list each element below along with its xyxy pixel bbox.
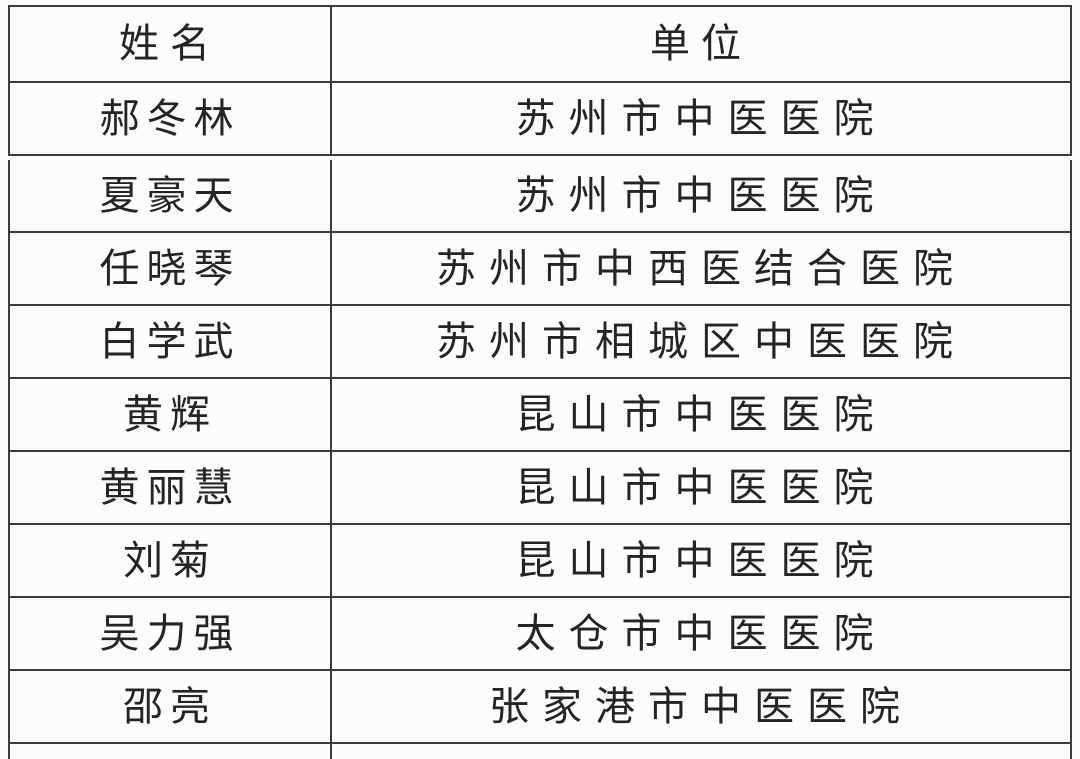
name-cell: 邵亮	[8, 671, 330, 742]
table-row: 白学武 苏州市相城区中医医院	[8, 306, 1072, 379]
table-row: 郝冬林 苏州市中医医院	[8, 83, 1072, 156]
name-cell: 黄丽慧	[8, 452, 330, 523]
cutoff-row	[8, 744, 1072, 759]
table-row: 任晓琴 苏州市中西医结合医院	[8, 233, 1072, 306]
table-header-row: 姓名 单位	[8, 5, 1072, 83]
name-cell-empty	[8, 744, 330, 759]
table-row: 黄辉 昆山市中医医院	[8, 379, 1072, 452]
name-cell: 任晓琴	[8, 233, 330, 304]
name-cell: 黄辉	[8, 379, 330, 450]
unit-cell: 昆山市中医医院	[330, 452, 1072, 523]
name-cell: 夏豪天	[8, 160, 330, 231]
table-row: 吴力强 太仓市中医医院	[8, 598, 1072, 671]
unit-cell: 昆山市中医医院	[330, 379, 1072, 450]
name-cell: 郝冬林	[8, 83, 330, 154]
table-row: 邵亮 张家港市中医医院	[8, 671, 1072, 744]
table-row: 刘菊 昆山市中医医院	[8, 525, 1072, 598]
unit-cell: 昆山市中医医院	[330, 525, 1072, 596]
unit-cell: 苏州市相城区中医医院	[330, 306, 1072, 377]
unit-cell: 张家港市中医医院	[330, 671, 1072, 742]
unit-cell: 苏州市中医医院	[330, 83, 1072, 154]
unit-cell: 太仓市中医医院	[330, 598, 1072, 669]
table-row: 黄丽慧 昆山市中医医院	[8, 452, 1072, 525]
name-cell: 吴力强	[8, 598, 330, 669]
header-unit: 单位	[330, 7, 1072, 81]
unit-cell-empty	[330, 744, 1072, 759]
name-cell: 白学武	[8, 306, 330, 377]
unit-cell: 苏州市中医医院	[330, 160, 1072, 231]
header-name: 姓名	[8, 7, 330, 81]
name-cell: 刘菊	[8, 525, 330, 596]
name-unit-table: 姓名 单位 郝冬林 苏州市中医医院 夏豪天 苏州市中医医院 任晓琴 苏州市中西医…	[8, 5, 1072, 759]
unit-cell: 苏州市中西医结合医院	[330, 233, 1072, 304]
table-row: 夏豪天 苏州市中医医院	[8, 160, 1072, 233]
